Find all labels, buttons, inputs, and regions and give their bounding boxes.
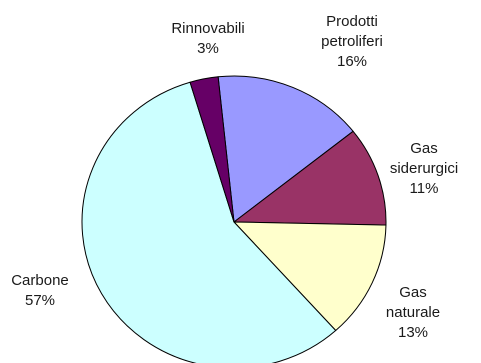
pie-value-label: 3% (197, 40, 219, 57)
pie-category-label: Gas (399, 284, 427, 301)
pie-slice-carbone (81, 81, 337, 363)
pie-category-label: Prodotti (326, 13, 378, 30)
pie-category-label: Rinnovabili (171, 20, 244, 37)
pie-labels: Prodotti petroliferi 16%Gas siderurgici 11%G… (11, 13, 458, 341)
pie-value-label: 11% (410, 180, 439, 197)
pie-value-label: 16% (337, 53, 367, 70)
pie-category-label: Carbone (11, 272, 69, 289)
pie-slice-gas-naturale (233, 221, 387, 331)
pie-value-label: 57% (25, 292, 55, 309)
pie-slice-prodotti-petroliferi (217, 75, 354, 223)
pie-category-label: Gas (410, 140, 438, 157)
pie-slices (81, 75, 387, 363)
pie-category-label: naturale (386, 304, 440, 321)
pie-value-label: 13% (398, 324, 428, 341)
pie-slice-gas-siderurgici (233, 130, 387, 226)
pie-category-label: petroliferi (321, 33, 383, 50)
pie-category-label: siderurgici (390, 160, 458, 177)
pie-label-carbone: Carbone 57% (11, 272, 69, 309)
pie-slice-rinnovabili (189, 76, 235, 223)
pie-label-gas-naturale: Gas naturale 13% (386, 284, 440, 341)
pie-label-gas-siderurgici: Gas siderurgici 11% (390, 140, 458, 197)
pie-label-prodotti-petroliferi: Prodotti petroliferi 16% (321, 13, 383, 70)
pie-label-rinnovabili: Rinnovabili 3% (171, 20, 244, 57)
